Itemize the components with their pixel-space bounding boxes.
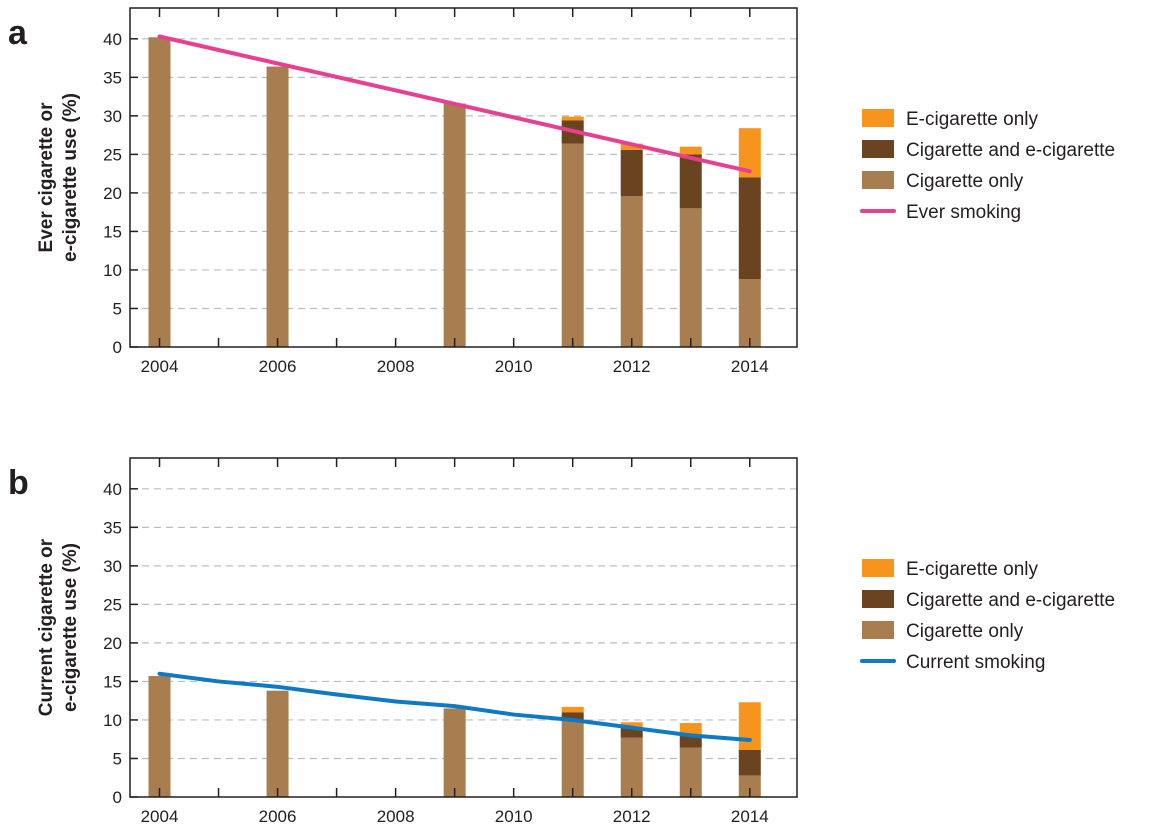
bar-cigarette-only — [620, 195, 643, 347]
bar-cigarette-only — [679, 747, 702, 797]
bar-e-cigarette-only — [561, 706, 584, 713]
bar-cigarette-only — [443, 103, 466, 347]
y-tick-label: 30 — [103, 107, 122, 126]
bar-cigarette-only — [620, 737, 643, 797]
bar-cigarette-only — [738, 775, 761, 797]
y-tick-label: 35 — [103, 518, 122, 537]
y-axis-title-line: e-cigarette use (%) — [60, 543, 81, 712]
panel-b-letter: b — [8, 464, 29, 502]
legend-label: E-cigarette only — [906, 559, 1039, 580]
bar-cigarette-only — [443, 708, 466, 797]
x-tick-label: 2008 — [377, 807, 415, 826]
bar-cigarette-and-e-cigarette — [620, 149, 643, 196]
bar-e-cigarette-only — [679, 146, 702, 155]
x-tick-label: 2004 — [141, 807, 179, 826]
plot-frame — [129, 7, 798, 348]
y-axis-title-line: e-cigarette use (%) — [60, 93, 81, 262]
y-tick-label: 20 — [103, 634, 122, 653]
y-tick-label: 5 — [113, 749, 122, 768]
bar-e-cigarette-only — [561, 116, 584, 121]
bar-cigarette-only — [561, 143, 584, 347]
y-tick-label: 15 — [103, 222, 122, 241]
x-tick-label: 2006 — [259, 357, 297, 376]
bar-cigarette-only — [738, 279, 761, 347]
y-tick-label: 10 — [103, 261, 122, 280]
legend-label: Cigarette only — [906, 621, 1024, 642]
x-tick-label: 2012 — [613, 807, 651, 826]
legend-swatch — [862, 109, 894, 127]
bar-cigarette-and-e-cigarette — [738, 177, 761, 280]
y-tick-label: 25 — [103, 595, 122, 614]
y-axis-title-line: Ever cigarette or — [36, 102, 57, 253]
x-tick-label: 2004 — [141, 357, 179, 376]
y-tick-label: 20 — [103, 184, 122, 203]
smoking-line — [157, 671, 752, 742]
x-tick-label: 2014 — [731, 807, 769, 826]
y-axis-title: Current cigarette or e-cigarette use (%) — [36, 538, 81, 716]
bar-e-cigarette-only — [620, 143, 643, 150]
bar-cigarette-only — [679, 208, 702, 347]
y-axis-title: Ever cigarette or e-cigarette use (%) — [36, 93, 81, 262]
bar-cigarette-only — [148, 37, 171, 347]
panel-a-chart: 0 5 10 15 20 25 30 35 40 2004 2006 2008 2010 2012 2014… — [36, 7, 1115, 376]
x-tick-label: 2008 — [377, 357, 415, 376]
smoking-line — [157, 34, 752, 174]
legend-swatch — [862, 559, 894, 577]
y-tick-label: 40 — [103, 30, 122, 49]
legend-label: Cigarette only — [906, 171, 1024, 192]
x-tick-label: 2012 — [613, 357, 651, 376]
x-tick-label: 2010 — [495, 357, 533, 376]
legend-label: Current smoking — [906, 652, 1045, 673]
y-tick-label: 35 — [103, 68, 122, 87]
y-tick-label: 5 — [113, 299, 122, 318]
legend-swatch — [862, 140, 894, 158]
bar-cigarette-and-e-cigarette — [620, 726, 643, 738]
bar-cigarette-and-e-cigarette — [679, 154, 702, 209]
panel-b-chart: 0 5 10 15 20 25 30 35 40 2004 2006 2008 2010 2012 2014… — [36, 457, 1115, 826]
bar-cigarette-only — [148, 676, 171, 797]
bar-cigarette-only — [266, 66, 289, 348]
y-tick-label: 15 — [103, 672, 122, 691]
bar-cigarette-and-e-cigarette — [561, 712, 584, 720]
y-axis-title-line: Current cigarette or — [36, 538, 57, 716]
y-tick-label: 40 — [103, 480, 122, 499]
bar-cigarette-and-e-cigarette — [679, 735, 702, 748]
legend-swatch — [862, 590, 894, 608]
legend-label: E-cigarette only — [906, 109, 1039, 130]
legend-swatch — [862, 621, 894, 639]
bar-cigarette-and-e-cigarette — [738, 750, 761, 776]
bar-cigarette-only — [561, 719, 584, 797]
bar-e-cigarette-only — [620, 722, 643, 727]
x-tick-label: 2014 — [731, 357, 769, 376]
x-tick-label: 2006 — [259, 807, 297, 826]
legend-swatch — [862, 171, 894, 189]
y-tick-label: 30 — [103, 557, 122, 576]
bar-e-cigarette-only — [738, 702, 761, 751]
legend-label: Cigarette and e-cigarette — [906, 140, 1115, 161]
legend-label: Cigarette and e-cigarette — [906, 590, 1115, 611]
bar-e-cigarette-only — [738, 128, 761, 178]
y-tick-label: 25 — [103, 145, 122, 164]
panel-a-letter: a — [8, 14, 28, 52]
bar-cigarette-only — [266, 690, 289, 797]
y-tick-label: 0 — [113, 338, 122, 357]
plot-frame — [129, 457, 798, 798]
x-tick-label: 2010 — [495, 807, 533, 826]
legend-label: Ever smoking — [906, 202, 1021, 223]
bar-e-cigarette-only — [679, 723, 702, 736]
y-tick-label: 0 — [113, 788, 122, 807]
y-tick-label: 10 — [103, 711, 122, 730]
